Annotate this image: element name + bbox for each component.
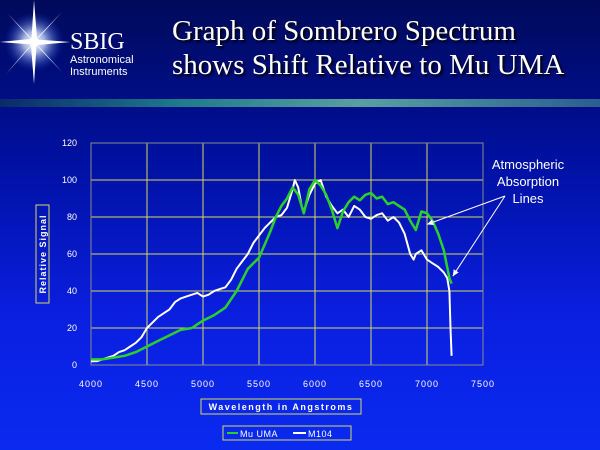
plot-area-border (90, 142, 484, 366)
annotation-arrow (452, 195, 506, 277)
annotation-arrowhead (427, 219, 434, 226)
slide-title-line-2: shows Shift Relative to Mu UMA (172, 49, 565, 81)
brand-name: SBIG (70, 29, 125, 55)
x-tick-label: 7500 (471, 379, 495, 389)
star-logo-icon (0, 0, 70, 84)
annotation-arrowhead (452, 269, 459, 277)
x-tick-label: 5000 (191, 379, 215, 389)
y-tick-label: 80 (67, 212, 77, 222)
legend-box (222, 425, 352, 441)
series-line-mu-uma (91, 178, 453, 361)
annotation-layer: Atmospheric Absorption Lines (426, 157, 565, 277)
y-tick-label: 40 (67, 286, 77, 296)
legend-label-mu-uma: Mu UMA (240, 429, 278, 439)
slide-header: SBIG Astronomical Instruments Graph of S… (0, 0, 600, 100)
slide-title: Graph of Sombrero Spectrum shows Shift R… (172, 14, 592, 82)
x-axis-label: Wavelength in Angstroms (209, 402, 354, 412)
x-tick-label: 6500 (359, 379, 383, 389)
series-line-m104 (91, 179, 453, 363)
brand-line-1: Astronomical (70, 54, 134, 66)
annotation-text-line: Absorption (497, 174, 559, 189)
ylabel-box (35, 204, 50, 304)
y-axis-label: Relative Signal (38, 214, 48, 293)
y-tick-label: 120 (62, 138, 77, 148)
legend-label-m104: M104 (308, 429, 333, 439)
x-tick-label: 4000 (79, 379, 103, 389)
series-layer (91, 178, 453, 363)
y-tick-label: 20 (67, 323, 77, 333)
slide-title-line-1: Graph of Sombrero Spectrum (172, 15, 516, 47)
y-tick-label: 100 (62, 175, 77, 185)
x-tick-label: 4500 (135, 379, 159, 389)
header-divider (0, 99, 600, 107)
x-tick-label: 6000 (303, 379, 327, 389)
x-tick-label: 5500 (247, 379, 271, 389)
grid-layer (91, 143, 483, 365)
brand-block: SBIG Astronomical Instruments (70, 30, 134, 78)
y-tick-label: 60 (67, 249, 77, 259)
annotation-arrow (426, 195, 506, 225)
annotation-text-line: Lines (512, 191, 544, 206)
xlabel-box (200, 398, 362, 415)
x-tick-label: 7000 (415, 379, 439, 389)
y-tick-label: 0 (72, 360, 77, 370)
brand-line-2: Instruments (70, 66, 128, 78)
tick-layer: 4000 4500 5000 5500 6000 6500 7000 7500 0 20 40 60 8… (62, 138, 495, 389)
annotation-text-line: Atmospheric (492, 157, 565, 172)
